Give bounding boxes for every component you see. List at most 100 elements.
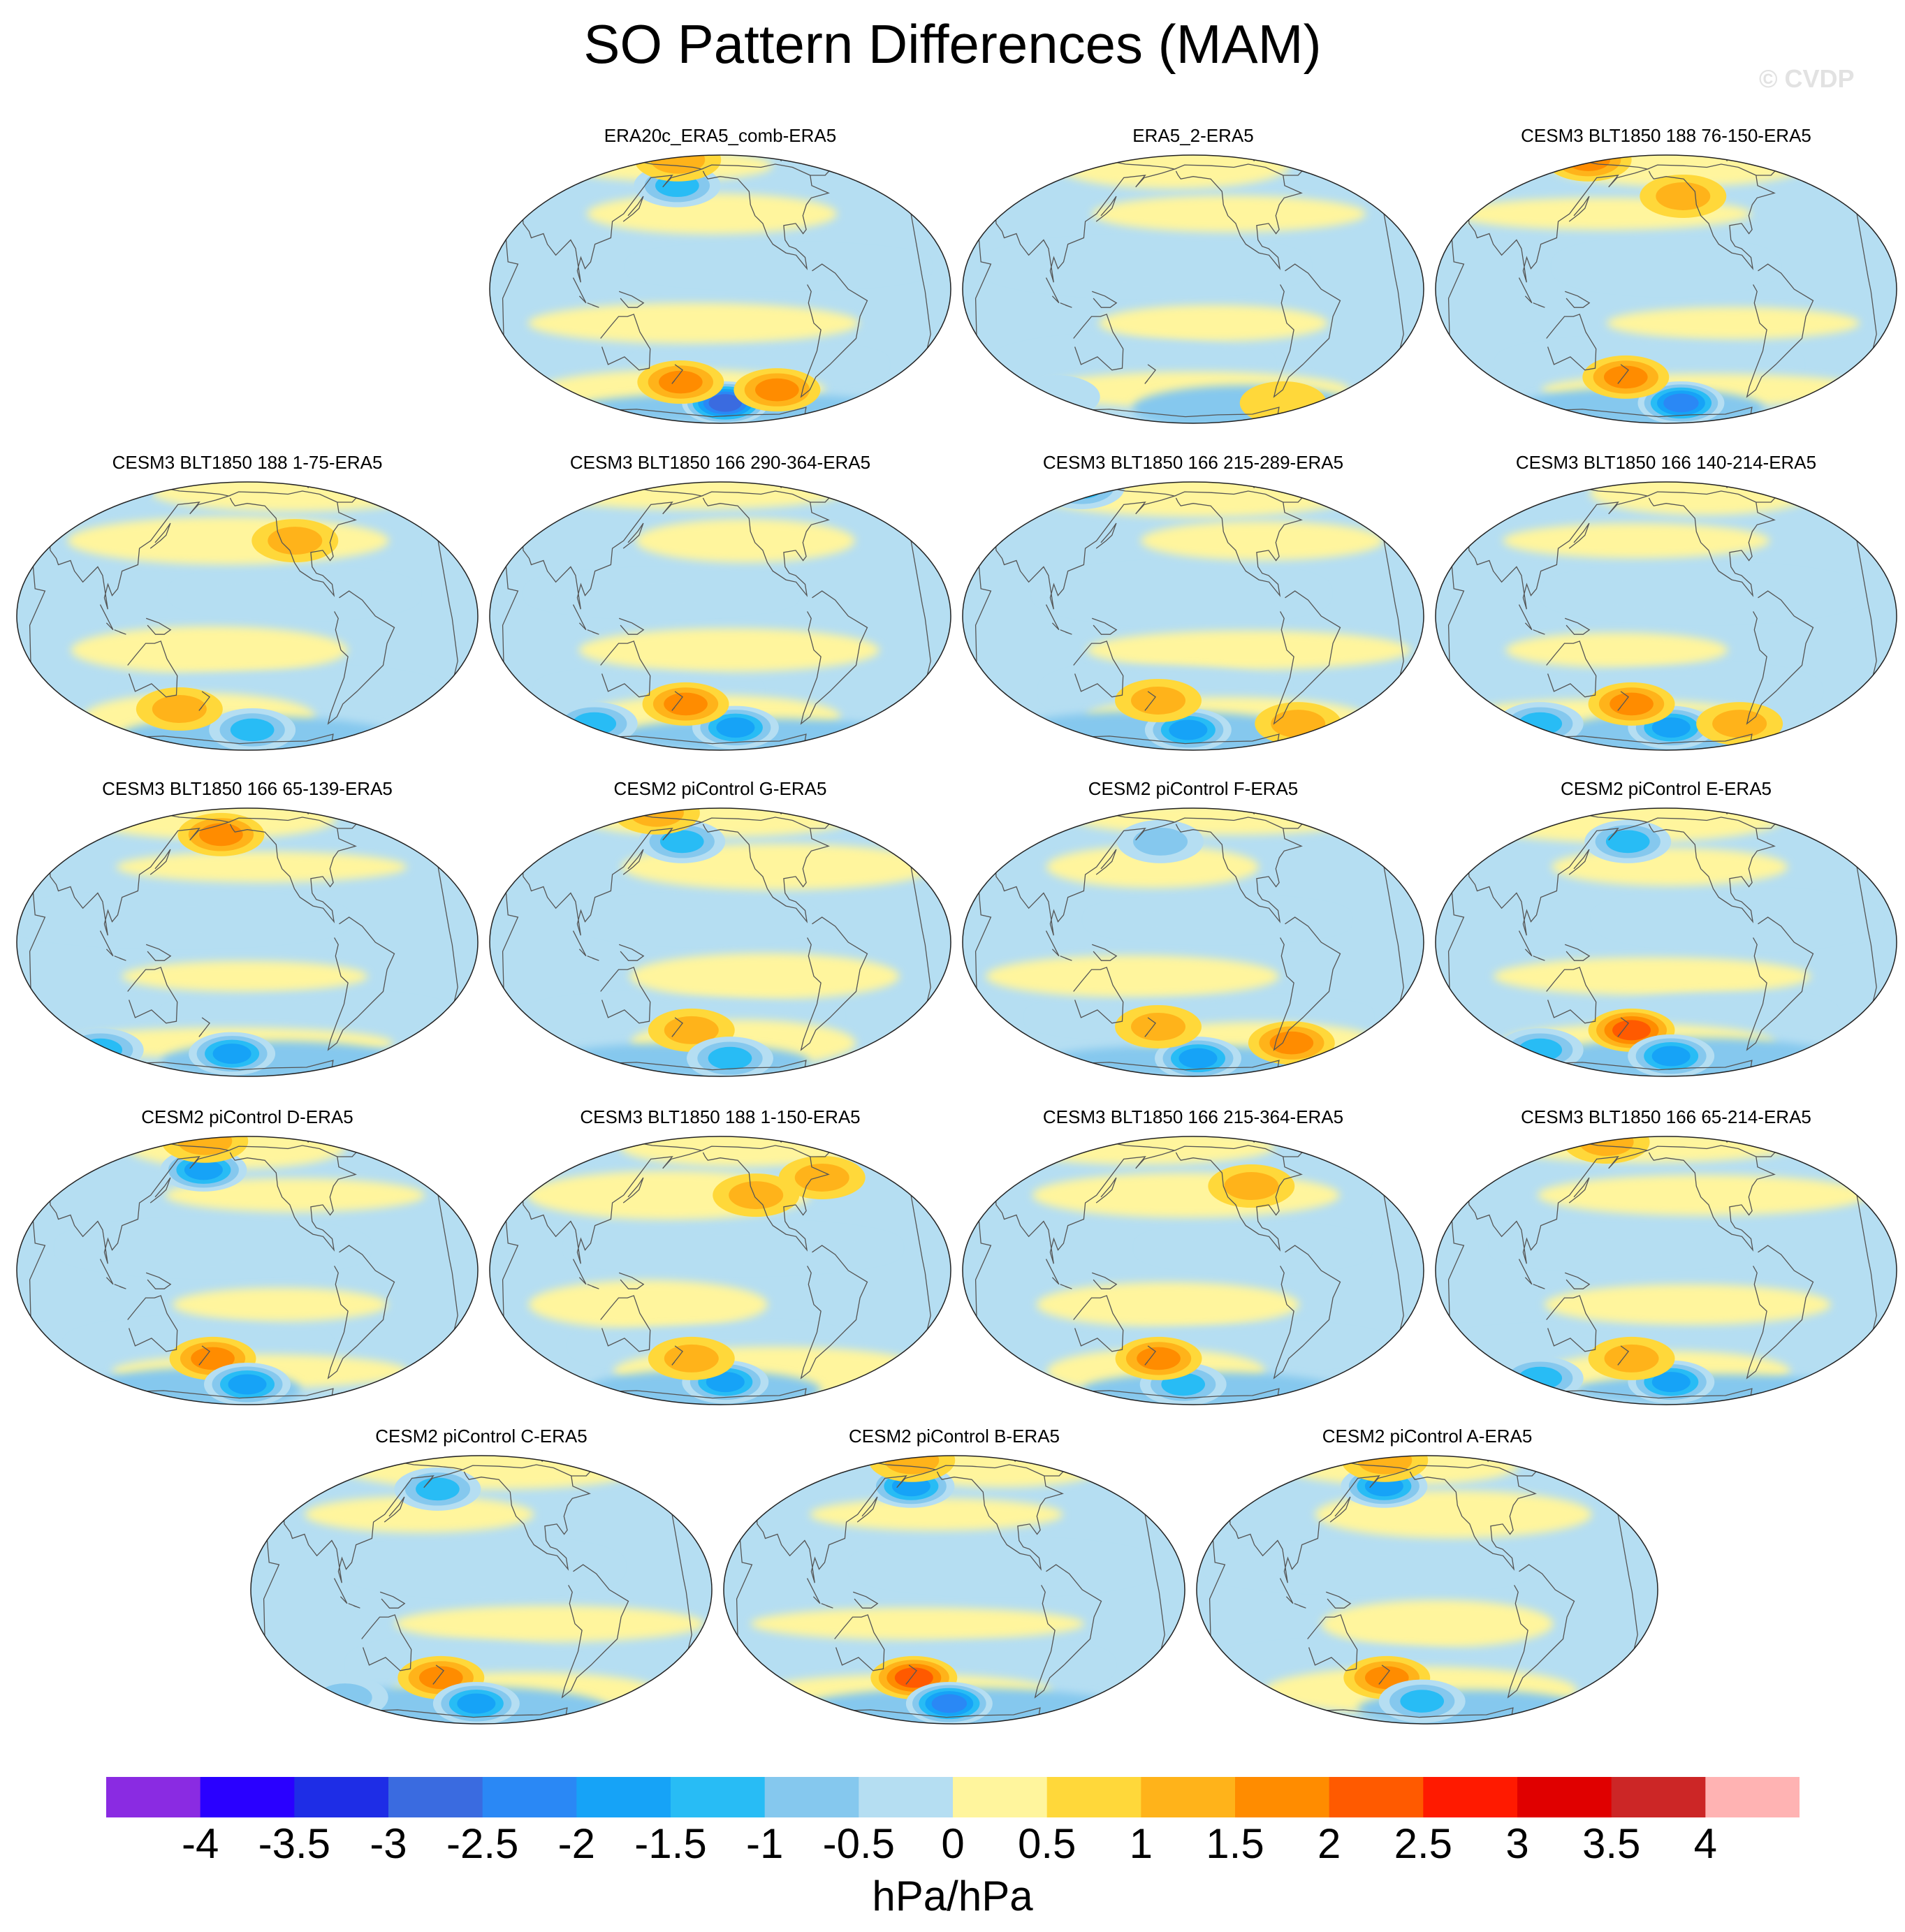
- colorbar-tick-label: -2: [557, 1820, 595, 1867]
- field-band: [856, 1546, 1150, 1588]
- anomaly-contour: [1518, 712, 1563, 736]
- colorbar-box: [1705, 1777, 1800, 1817]
- colorbar-box: [1611, 1777, 1706, 1817]
- robinson-map: [1435, 807, 1897, 1077]
- coastline: [114, 1284, 126, 1289]
- anomaly-contour: [1224, 1172, 1279, 1201]
- map-panel: CESM2 piControl D-ERA5: [14, 1106, 481, 1413]
- map-panel: CESM2 piControl A-ERA5: [1194, 1425, 1661, 1732]
- coastline: [228, 1145, 357, 1252]
- coastline: [618, 617, 645, 635]
- panel-title: CESM2 piControl B-ERA5: [849, 1426, 1060, 1447]
- coastline: [99, 604, 114, 631]
- map-border: [1196, 1455, 1658, 1725]
- anomaly-contour: [416, 1477, 460, 1501]
- coastline: [149, 522, 171, 549]
- colorbar-tick-label: -2.5: [446, 1820, 519, 1867]
- coastline: [327, 916, 395, 1051]
- colorbar-tick-label: 2.5: [1394, 1820, 1453, 1867]
- panel-title: CESM3 BLT1850 166 215-289-ERA5: [1042, 452, 1344, 473]
- field-band: [1090, 903, 1344, 936]
- anomaly-contour: [708, 394, 742, 412]
- coastline: [1564, 944, 1591, 961]
- coastline: [1144, 691, 1157, 711]
- coastline: [1174, 817, 1303, 923]
- anomaly-contour: [1663, 393, 1699, 413]
- field-band: [810, 1498, 1063, 1531]
- anomaly-contour: [78, 1038, 123, 1062]
- anomaly-contour: [228, 1374, 267, 1395]
- coastline: [145, 617, 172, 635]
- field-band: [587, 193, 838, 235]
- coastline: [1518, 930, 1533, 957]
- coastline: [1073, 967, 1124, 1024]
- coastline: [1060, 629, 1072, 635]
- coastline: [114, 629, 126, 635]
- colorbar-tick-label: -1: [746, 1820, 784, 1867]
- coastline: [1294, 1603, 1306, 1609]
- colorbar-box: [1329, 1777, 1424, 1817]
- field-band: [347, 1544, 618, 1590]
- coastline: [1329, 1496, 1351, 1523]
- coastline: [198, 691, 211, 711]
- field-band: [1039, 569, 1324, 618]
- robinson-map: [962, 807, 1424, 1077]
- coastline: [1647, 1145, 1776, 1252]
- field-band: [571, 1228, 896, 1268]
- map-panel: CESM3 BLT1850 166 290-364-ERA5: [487, 451, 954, 759]
- colorbar-tick-label: -3: [370, 1820, 407, 1867]
- anomaly-contour: [664, 1344, 719, 1373]
- coastline: [1568, 522, 1590, 549]
- coastline: [1095, 849, 1117, 875]
- coastline: [1518, 604, 1533, 631]
- coastline: [462, 1464, 591, 1571]
- field-band: [1497, 1232, 1744, 1264]
- coastline: [127, 641, 178, 698]
- coastline: [671, 1017, 684, 1037]
- field-band: [1589, 482, 1816, 515]
- anomaly-contour: [84, 482, 139, 504]
- panel-title: CESM2 piControl A-ERA5: [1322, 1426, 1533, 1447]
- panel-title: CESM3 BLT1850 166 65-214-ERA5: [1521, 1106, 1811, 1127]
- robinson-map: [489, 154, 951, 424]
- field-band: [1141, 1230, 1364, 1266]
- anomaly-contour: [931, 1694, 968, 1713]
- colorbar-box: [200, 1777, 295, 1817]
- coastline: [800, 590, 868, 725]
- anomaly-contour: [1610, 692, 1654, 716]
- map-panel: CESM2 piControl F-ERA5: [960, 777, 1426, 1085]
- anomaly-contour: [1239, 381, 1327, 423]
- coastline: [1568, 849, 1590, 875]
- coastline: [701, 163, 830, 270]
- coastline: [671, 364, 684, 384]
- colorbar-tick-label: 3.5: [1582, 1820, 1641, 1867]
- map-panel: ERA5_2-ERA5: [960, 124, 1426, 432]
- coastline: [198, 1017, 211, 1037]
- coastline: [348, 1603, 360, 1609]
- map-border: [489, 1136, 951, 1405]
- field-band: [1544, 1284, 1831, 1325]
- map-border: [962, 1136, 1424, 1405]
- anomaly-contour: [1603, 365, 1648, 389]
- anomaly-contour: [1518, 1366, 1563, 1390]
- coastline: [1095, 522, 1117, 549]
- coastline: [1273, 263, 1341, 398]
- coastline: [1518, 1259, 1533, 1285]
- map-panel: CESM2 piControl E-ERA5: [1433, 777, 1899, 1085]
- field-band: [1046, 846, 1259, 888]
- field-band: [151, 482, 432, 512]
- field-band: [1503, 523, 1770, 559]
- map-border: [16, 481, 479, 751]
- anomaly-contour: [1712, 710, 1767, 738]
- colorbar-tick-label: -1.5: [634, 1820, 707, 1867]
- panel-title: CESM3 BLT1850 188 76-150-ERA5: [1521, 125, 1811, 146]
- coastline: [701, 1145, 830, 1252]
- coastline: [1091, 1272, 1118, 1289]
- robinson-map: [16, 807, 479, 1077]
- anomaly-contour: [1612, 1020, 1651, 1041]
- anomaly-contour: [1604, 1344, 1659, 1373]
- coastline: [587, 956, 599, 961]
- robinson-map: [489, 807, 951, 1077]
- anomaly-contour: [708, 1046, 752, 1070]
- robinson-map: [962, 1136, 1424, 1405]
